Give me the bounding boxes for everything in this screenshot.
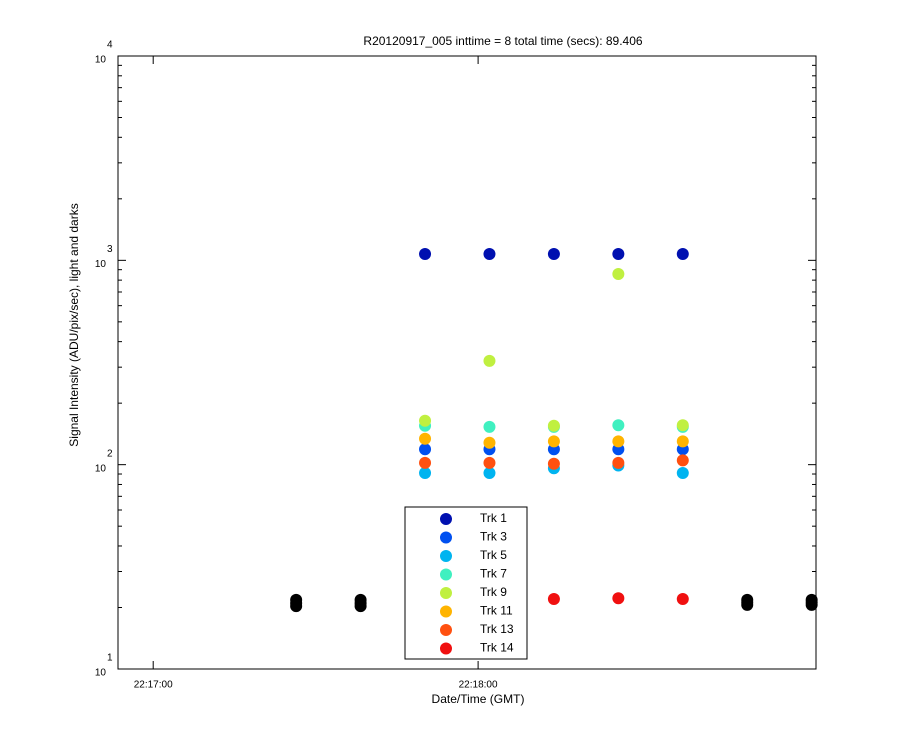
legend-label: Trk 13 bbox=[480, 622, 514, 636]
legend-label: Trk 9 bbox=[480, 585, 507, 599]
x-tick-label: 22:17:00 bbox=[134, 680, 173, 691]
legend-marker bbox=[440, 513, 452, 525]
plot-marks bbox=[290, 247, 818, 613]
legend-marker bbox=[440, 605, 452, 618]
point bbox=[354, 593, 367, 606]
legend-label: Trk 3 bbox=[480, 530, 507, 544]
point bbox=[419, 432, 432, 445]
point bbox=[419, 247, 432, 260]
point bbox=[612, 456, 625, 469]
legend-marker bbox=[440, 642, 452, 655]
x-tick-label: 22:18:00 bbox=[459, 680, 498, 691]
point bbox=[676, 593, 689, 606]
legend-marker bbox=[440, 531, 452, 544]
legend-marker bbox=[440, 550, 452, 562]
point bbox=[676, 435, 689, 448]
point bbox=[547, 593, 560, 606]
y-tick-exponent: 2 bbox=[107, 448, 113, 459]
y-tick-exponent: 4 bbox=[107, 40, 113, 51]
y-tick-label: 10 bbox=[95, 259, 107, 270]
legend: Trk 1 Trk 3 Trk 5 Trk 7 Trk 9 Trk 11 Trk 13 Trk… bbox=[404, 506, 528, 660]
point bbox=[676, 454, 689, 467]
point bbox=[483, 467, 496, 480]
y-axis-label: Signal Intensity (ADU/pix/sec), light an… bbox=[67, 203, 81, 446]
legend-marker bbox=[440, 624, 452, 636]
y-tick-label: 10 bbox=[95, 668, 107, 679]
point bbox=[547, 247, 560, 260]
point bbox=[483, 456, 496, 469]
point bbox=[290, 593, 303, 606]
y-tick-exponent: 3 bbox=[107, 244, 113, 255]
point bbox=[483, 354, 496, 367]
legend-label: Trk 11 bbox=[480, 604, 513, 618]
legend-label: Trk 1 bbox=[480, 511, 507, 525]
legend-label: Trk 14 bbox=[480, 641, 514, 655]
point bbox=[547, 457, 560, 470]
y-tick-exponent: 1 bbox=[107, 653, 113, 664]
legend-marker bbox=[440, 568, 452, 581]
point bbox=[419, 456, 432, 469]
point bbox=[741, 593, 754, 606]
chart-title: R20120917_005 inttime = 8 total time (se… bbox=[363, 34, 642, 48]
point bbox=[676, 419, 689, 432]
point bbox=[612, 435, 625, 448]
y-tick-label: 10 bbox=[95, 55, 107, 66]
point bbox=[483, 247, 496, 260]
point bbox=[419, 467, 432, 480]
point bbox=[547, 419, 560, 432]
point bbox=[612, 268, 625, 281]
point bbox=[419, 443, 432, 456]
point bbox=[612, 247, 625, 260]
point bbox=[676, 247, 689, 260]
legend-label: Trk 5 bbox=[480, 548, 507, 562]
point bbox=[612, 419, 625, 432]
y-tick-label: 10 bbox=[95, 463, 107, 474]
plot-frame bbox=[117, 55, 817, 670]
legend-label: Trk 7 bbox=[480, 567, 507, 581]
point bbox=[483, 436, 496, 449]
point bbox=[419, 414, 432, 427]
point bbox=[676, 467, 689, 480]
legend-box bbox=[404, 506, 528, 660]
point bbox=[483, 420, 496, 433]
point bbox=[547, 435, 560, 448]
legend-marker bbox=[440, 587, 452, 599]
x-axis-label: Date/Time (GMT) bbox=[432, 692, 525, 706]
point bbox=[612, 592, 625, 605]
point bbox=[805, 593, 818, 606]
